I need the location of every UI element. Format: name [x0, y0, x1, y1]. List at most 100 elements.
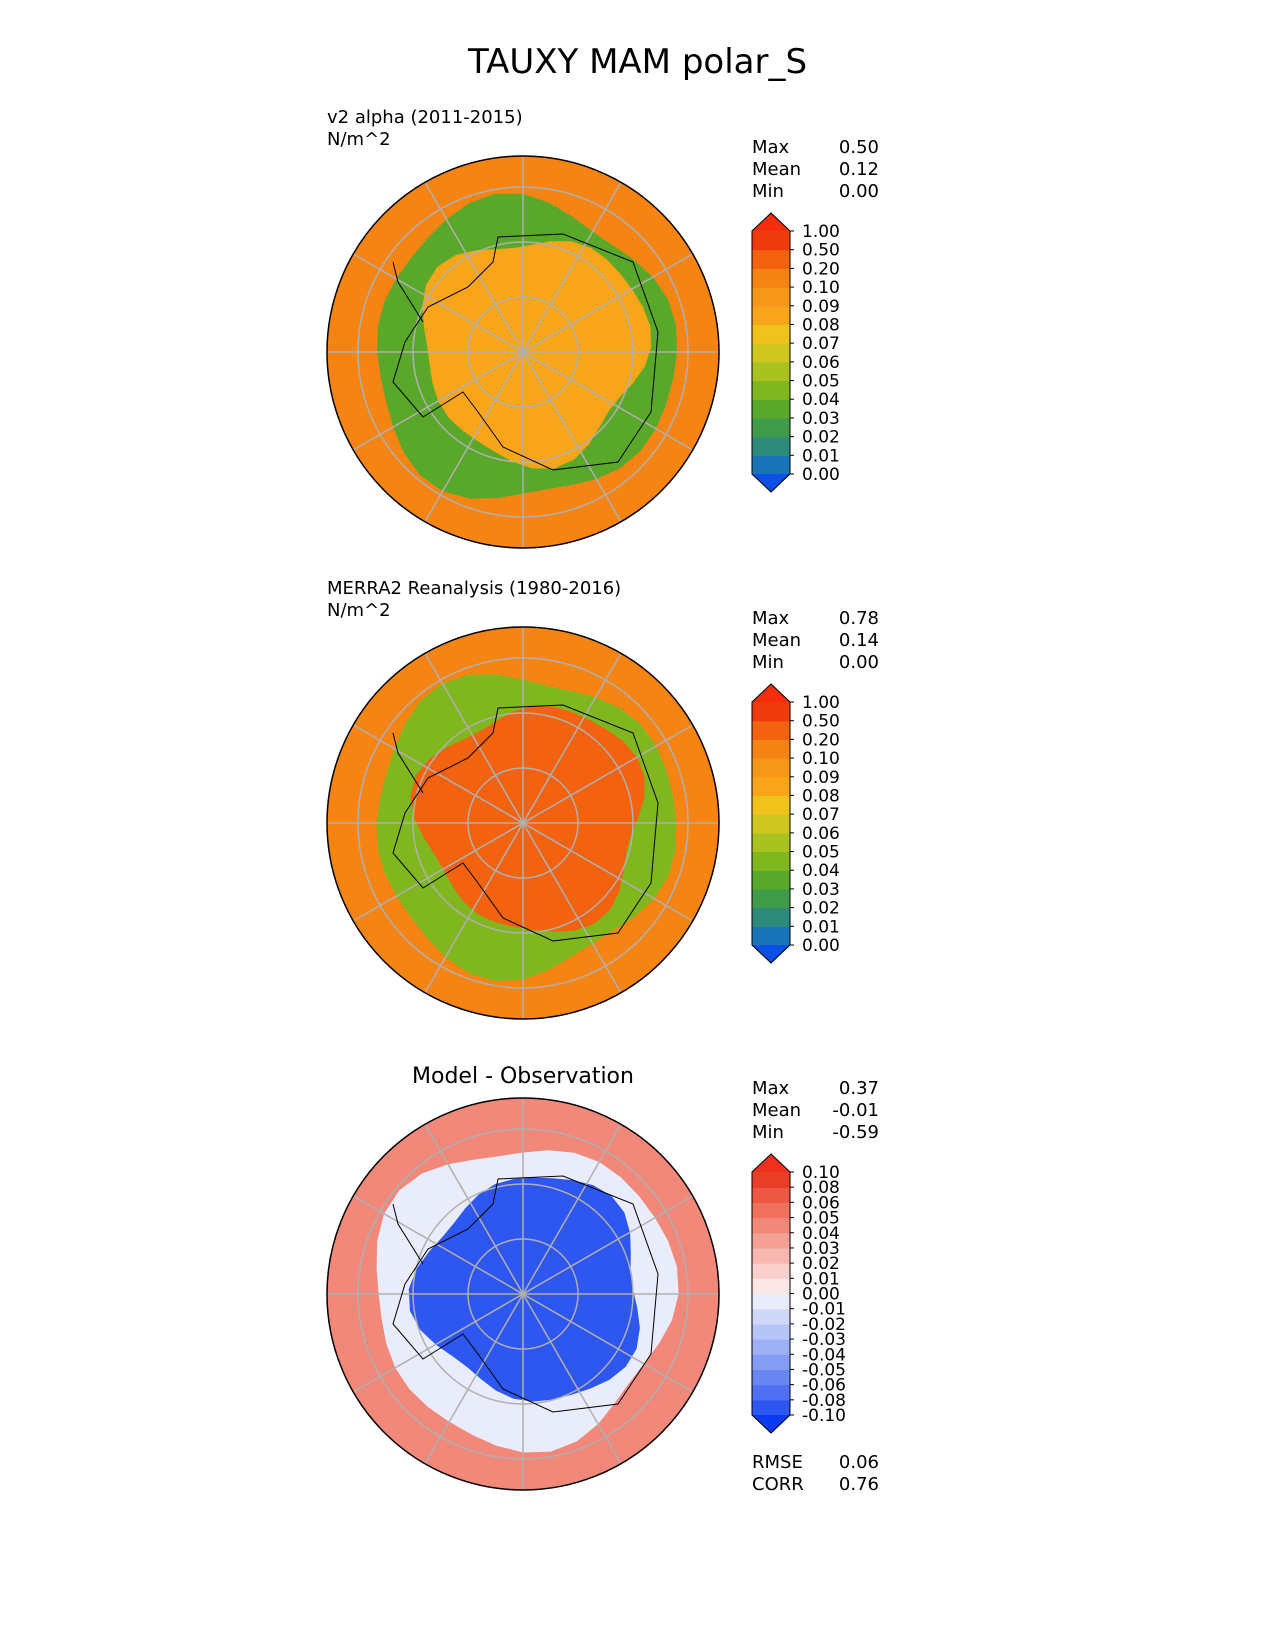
stat-label: Max: [752, 608, 790, 629]
colorbar-segment: [752, 814, 790, 834]
colorbar-segment: [752, 720, 790, 740]
stat-row: Mean 0.14: [752, 630, 879, 652]
colorbar-tick-label: 0.03: [802, 409, 840, 429]
colorbar-segment: [752, 739, 790, 759]
stat-value: 0.00: [838, 181, 879, 202]
colorbar-tick-label: 0.50: [802, 241, 840, 261]
stat-row: Min 0.00: [752, 652, 879, 674]
colorbar-segment: [752, 305, 790, 326]
meridian-line: [352, 724, 694, 922]
colorbar-tick-label: 0.01: [802, 917, 840, 937]
colorbar-2: 0.000.010.020.030.040.050.060.070.080.09…: [751, 683, 840, 964]
metric-label: CORR: [752, 1474, 804, 1495]
stat-value: 0.78: [838, 608, 879, 629]
antarctica-coastline: [392, 704, 659, 942]
colorbar-tick-label: 0.04: [802, 390, 840, 410]
colorbar-tick-label: 1.00: [802, 222, 840, 242]
stat-label: Min: [752, 1122, 784, 1143]
map-boundary: [326, 1097, 720, 1491]
panel-2-title: MERRA2 Reanalysis (1980-2016) N/m^2: [327, 578, 621, 622]
colorbar-segment: [752, 1293, 790, 1310]
stat-value: 0.14: [838, 630, 879, 651]
colorbar-tick-label: -0.10: [802, 1406, 846, 1426]
colorbar-tick-label: -0.05: [802, 1360, 846, 1380]
colorbar-tick-label: 0.05: [802, 1209, 840, 1229]
colorbar-segment: [752, 380, 790, 400]
stat-value: 0.37: [838, 1078, 879, 1099]
colorbar-segment: [752, 436, 790, 456]
panel-1-title-line1: v2 alpha (2011-2015): [327, 107, 523, 128]
colorbar-segment: [752, 1263, 790, 1279]
colorbar-segment: [752, 1217, 790, 1234]
peninsula-coastline: [392, 732, 424, 794]
stat-value: 0.50: [838, 137, 879, 158]
panel-3-title: Model - Observation: [412, 1064, 634, 1089]
colorbar-tick-label: 0.08: [802, 315, 840, 335]
colorbar-segment: [752, 702, 790, 722]
metric-value: 0.06: [838, 1452, 879, 1473]
stat-row: Min -0.59: [752, 1122, 879, 1144]
stat-value: 0.12: [838, 159, 879, 180]
colorbar-tick-label: 0.00: [802, 465, 840, 485]
colorbar-segment: [752, 1339, 790, 1355]
colorbar-tick-label: 0.01: [802, 446, 840, 466]
colorbar-tick-label: 0.04: [802, 861, 840, 881]
polar-map-2: [326, 626, 720, 1020]
metric-row: RMSE 0.06: [752, 1452, 879, 1474]
colorbar-segment: [752, 287, 790, 307]
stat-row: Max 0.37: [752, 1078, 879, 1100]
colorbar-tick-label: 0.02: [802, 428, 840, 448]
colorbar-tick-label: 0.01: [802, 1269, 840, 1289]
metric-label: RMSE: [752, 1452, 803, 1473]
map-boundary: [326, 155, 720, 549]
colorbar-tick-label: 0.06: [802, 824, 840, 844]
stat-label: Max: [752, 1078, 790, 1099]
colorbar-tick-label: 1.00: [802, 693, 840, 713]
colorbar-3: -0.10-0.08-0.06-0.05-0.04-0.03-0.02-0.01…: [751, 1153, 846, 1434]
stat-row: Mean 0.12: [752, 159, 879, 181]
colorbar-tick-label: 0.08: [802, 786, 840, 806]
panel-3-stats: Max 0.37 Mean -0.01 Min -0.59: [752, 1078, 879, 1144]
colorbar-tick-label: -0.01: [802, 1300, 846, 1320]
stat-label: Max: [752, 137, 790, 158]
stat-label: Min: [752, 652, 784, 673]
colorbar-tick-label: 0.08: [802, 1178, 840, 1198]
polar-map-1: [326, 155, 720, 549]
colorbar-tick-label: 0.03: [802, 880, 840, 900]
colorbar-segment: [752, 1369, 790, 1386]
map-boundary: [326, 626, 720, 1020]
colorbar-segment: [752, 758, 790, 778]
panel-1-units: N/m^2: [327, 129, 391, 150]
colorbar-tick-label: 0.05: [802, 843, 840, 863]
colorbar-tick-label: 0.02: [802, 1254, 840, 1274]
colorbar-tick-label: 0.50: [802, 712, 840, 732]
colorbar-tick-label: 0.10: [802, 749, 840, 769]
colorbar-segment: [752, 324, 790, 344]
colorbar-tick-label: 0.07: [802, 805, 840, 825]
panel-2-units: N/m^2: [327, 600, 391, 621]
zone-inner-fill: [410, 706, 645, 932]
peninsula-coastline: [392, 1203, 424, 1265]
polar-map-3: [326, 1097, 720, 1491]
colorbar-tick-label: 0.10: [802, 278, 840, 298]
colorbar-segment: [752, 249, 790, 269]
colorbar-segment: [752, 455, 790, 475]
zone-inner-fill: [422, 241, 652, 469]
stat-row: Max 0.50: [752, 137, 879, 159]
panel-2-stats: Max 0.78 Mean 0.14 Min 0.00: [752, 608, 879, 674]
colorbar-segment: [752, 795, 790, 815]
colorbar-segment: [752, 851, 790, 871]
panel-1-stats: Max 0.50 Mean 0.12 Min 0.00: [752, 137, 879, 203]
colorbar-tick-label: 0.06: [802, 1193, 840, 1213]
stat-value: 0.00: [838, 652, 879, 673]
colorbar-extend-min: [752, 474, 790, 492]
colorbar-tick-label: -0.03: [802, 1330, 846, 1350]
colorbar-segment: [752, 231, 790, 251]
stat-value: -0.59: [832, 1122, 879, 1143]
colorbar-segment: [752, 417, 790, 438]
colorbar-segment: [752, 1308, 790, 1325]
colorbar-tick-label: 0.04: [802, 1224, 840, 1244]
colorbar-segment: [752, 1202, 790, 1219]
colorbar-tick-label: 0.10: [802, 1163, 840, 1183]
